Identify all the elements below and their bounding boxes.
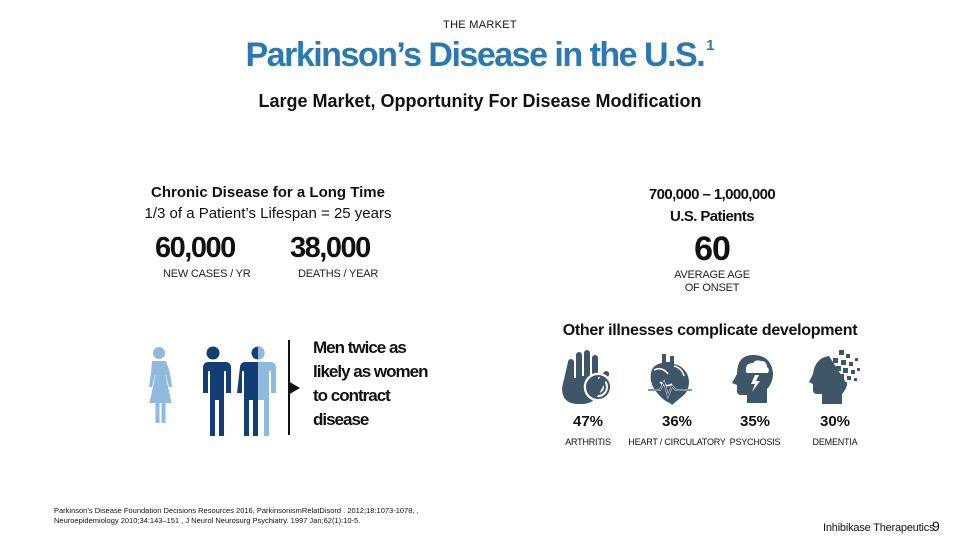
illness-percent: 35% — [739, 413, 771, 430]
onset-age-label-line2: OF ONSET — [684, 282, 740, 294]
hand-icon — [562, 350, 613, 404]
illness-label: PSYCHOSIS — [729, 437, 781, 447]
page-title: Parkinson’s Disease in the U.S. 1 — [0, 36, 960, 75]
illness-arthritis: 47% ARTHRITIS — [533, 413, 643, 447]
footnote-line: Parkinson’s Disease Foundation Decisions… — [54, 506, 419, 515]
heart-icon — [648, 354, 692, 405]
arrow-right-icon — [288, 381, 300, 395]
section-label: THE MARKET — [443, 19, 517, 31]
title-text: Parkinson’s Disease in the U.S. — [245, 36, 706, 74]
deaths-label: DEATHS / YEAR — [298, 268, 379, 280]
gender-text-line: disease — [313, 410, 369, 429]
onset-age-label: AVERAGE AGE OF ONSET — [600, 269, 824, 295]
page-number: 9 — [932, 518, 940, 534]
illness-percent: 36% — [661, 413, 693, 430]
illness-label: HEART / CIRCULATORY — [628, 437, 726, 447]
illness-percent: 30% — [819, 413, 851, 430]
illnesses-title: Other illnesses complicate development — [562, 322, 858, 339]
gender-figures — [149, 346, 276, 436]
patients-block: 700,000 – 1,000,000 U.S. Patients — [600, 184, 824, 228]
footnote: Parkinson’s Disease Foundation Decisions… — [54, 506, 474, 526]
company-name: Inhibikase Therapeutics — [823, 522, 935, 534]
illness-label: DEMENTIA — [812, 437, 858, 447]
onset-age-value: 60 — [694, 230, 731, 268]
new-cases-label: NEW CASES / YR — [163, 268, 251, 280]
page-subtitle: Large Market, Opportunity For Disease Mo… — [258, 91, 702, 111]
deaths-value: 38,000 — [290, 232, 371, 264]
illness-dementia: 30% DEMENTIA — [780, 413, 890, 447]
title-footnote-marker: 1 — [706, 36, 715, 54]
storm-head-icon — [732, 355, 773, 403]
onset-age-label-line1: AVERAGE AGE — [674, 269, 750, 281]
illness-psychosis: 35% PSYCHOSIS — [700, 413, 810, 447]
gender-text-line: Men twice as — [313, 338, 407, 357]
footnote-line: Neuroepidemiology 2010;34:143–151 , J Ne… — [54, 516, 361, 525]
female-figure-icon — [149, 347, 172, 423]
gender-text-line: to contract — [313, 386, 391, 405]
lifespan-subheading: 1/3 of a Patient’s Lifespan = 25 years — [144, 205, 392, 222]
chronic-disease-heading: Chronic Disease for a Long Time — [151, 184, 385, 201]
new-cases-value: 60,000 — [155, 232, 236, 264]
gender-ratio-text: Men twice as likely as women to contract… — [313, 336, 433, 432]
illness-percent: 47% — [572, 413, 604, 430]
illness-heart: 36% HEART / CIRCULATORY — [622, 413, 732, 447]
illness-label: ARTHRITIS — [565, 437, 611, 447]
pixel-head-icon — [809, 350, 860, 404]
male-figure-half-icon — [237, 346, 276, 436]
patients-range: 700,000 – 1,000,000 — [648, 186, 776, 203]
gender-text-line: likely as women — [313, 362, 428, 381]
patients-range-label: U.S. Patients — [670, 208, 755, 225]
male-figure-icon — [200, 346, 231, 436]
